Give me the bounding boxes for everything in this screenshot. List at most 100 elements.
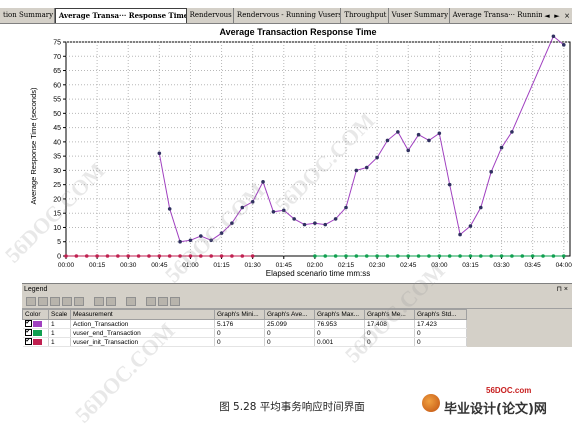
tab-navigation: ◄ ► ×: [542, 8, 572, 23]
data-point-action-transaction: [313, 221, 317, 225]
data-point-vuser-end-transaction: [354, 254, 359, 258]
data-point-action-transaction: [261, 180, 265, 184]
toolbar-hide-icon[interactable]: [106, 297, 116, 306]
data-point-action-transaction: [302, 222, 307, 227]
series-color-swatch: [32, 320, 42, 327]
toolbar-show-icon[interactable]: [94, 297, 104, 306]
tab-rendezvous[interactable]: Rendervous: [186, 8, 234, 23]
data-point-action-transaction: [427, 138, 431, 143]
toolbar-print-icon[interactable]: [170, 297, 180, 306]
y-tick-label: 40: [53, 139, 61, 146]
logo-text: 毕业设计(论文)网: [444, 402, 547, 417]
x-tick-label: 00:15: [89, 262, 106, 269]
data-point-vuser-end-transaction: [323, 254, 328, 258]
data-point-action-transaction: [551, 34, 556, 39]
series-visibility-checkbox[interactable]: ✔: [24, 329, 32, 337]
x-tick-label: 01:15: [213, 262, 230, 269]
tab-vuser-summary[interactable]: Vuser Summary: [388, 8, 450, 23]
tab-throughput[interactable]: Throughput: [341, 8, 389, 23]
data-point-action-transaction: [354, 168, 359, 173]
data-point-vuser-init-transaction: [116, 254, 120, 258]
legend-header: Legend ⊓ ×: [22, 284, 572, 295]
column-header[interactable]: Color: [22, 309, 49, 320]
chart-title: Average Transaction Response Time: [219, 27, 376, 37]
column-header[interactable]: Graph's Mini...: [214, 309, 265, 320]
data-point-action-transaction: [230, 221, 234, 225]
toolbar-sort-icon[interactable]: [62, 297, 72, 306]
avg-cell: 0: [264, 337, 315, 347]
median-cell: 0: [364, 328, 415, 338]
data-point-vuser-end-transaction: [437, 254, 442, 258]
avg-cell: 25.099: [264, 319, 315, 329]
toolbar-filter-icon[interactable]: [74, 297, 84, 306]
data-point-vuser-init-transaction: [157, 254, 162, 258]
data-point-action-transaction: [333, 217, 338, 221]
x-tick-label: 00:00: [58, 262, 75, 269]
figure-caption: 图 5.28 平均事务响应时间界面: [219, 401, 365, 413]
tab-next-icon[interactable]: ►: [554, 12, 560, 20]
data-point-vuser-end-transaction: [396, 254, 400, 258]
y-tick-label: 75: [53, 40, 61, 47]
tab-transaction-summary[interactable]: tion Summary: [0, 8, 55, 23]
response-time-chart: Average Transaction Response Time 0 5 10 15…: [29, 27, 572, 278]
data-point-vuser-init-transaction: [250, 254, 255, 258]
x-tick-label: 00:30: [120, 262, 137, 269]
graph-panel: Average Transaction Response Time 0 5 10 15…: [22, 24, 572, 282]
legend-panel: Legend ⊓ × Color Scale Measurement Graph…: [22, 283, 572, 387]
data-point-vuser-init-transaction: [230, 254, 234, 258]
column-header[interactable]: Scale: [48, 309, 71, 320]
max-cell: 0.001: [314, 337, 365, 347]
scale-cell: 1: [48, 337, 71, 347]
data-point-vuser-init-transaction: [188, 254, 193, 258]
y-tick-label: 65: [53, 68, 61, 75]
legend-pin-icon[interactable]: ⊓ ×: [556, 286, 569, 293]
tab-prev-icon[interactable]: ◄: [544, 12, 550, 20]
toolbar-export-icon[interactable]: [158, 297, 168, 306]
data-point-vuser-end-transaction: [479, 254, 483, 258]
data-point-vuser-init-transaction: [240, 254, 245, 258]
toolbar-copy-icon[interactable]: [146, 297, 156, 306]
y-tick-label: 15: [53, 211, 61, 218]
toolbar-color-icon[interactable]: [126, 297, 136, 306]
y-tick-label: 45: [53, 125, 61, 132]
data-point-action-transaction: [188, 238, 193, 243]
data-point-action-transaction: [561, 43, 566, 47]
legend-row[interactable]: ✔ 1 vuser_init_Transaction 0 0 0.001 0 0: [22, 337, 467, 347]
scale-cell: 1: [48, 328, 71, 338]
data-point-vuser-init-transaction: [199, 254, 203, 258]
column-header[interactable]: Graph's Std...: [414, 309, 467, 320]
legend-header-row: Color Scale Measurement Graph's Mini... …: [22, 309, 467, 320]
data-point-vuser-init-transaction: [147, 254, 151, 258]
data-point-action-transaction: [292, 217, 296, 221]
toolbar-scale-icon[interactable]: [38, 297, 48, 306]
data-point-vuser-end-transaction: [333, 254, 338, 258]
site-logo: 56DOC.com 毕业设计(论文)网: [416, 386, 576, 422]
data-point-vuser-end-transaction: [416, 254, 421, 258]
column-header[interactable]: Measurement: [70, 309, 215, 320]
data-point-vuser-end-transaction: [520, 254, 525, 258]
tab-average-transaction-response-time[interactable]: Average Transa··· Response Time: [54, 8, 187, 23]
y-tick-label: 60: [53, 82, 61, 89]
y-tick-label: 70: [53, 54, 61, 61]
legend-row[interactable]: ✔ 1 Action_Transaction 5.176 25.099 76.9…: [22, 319, 467, 329]
toolbar-configure-icon[interactable]: [26, 297, 36, 306]
data-point-action-transaction: [209, 238, 213, 243]
data-point-vuser-end-transaction: [499, 254, 504, 258]
data-point-vuser-end-transaction: [489, 254, 493, 258]
max-cell: 0: [314, 328, 365, 338]
data-point-action-transaction: [250, 199, 255, 204]
data-point-action-transaction: [468, 224, 473, 228]
series-visibility-checkbox[interactable]: ✔: [24, 320, 32, 328]
data-point-action-transaction: [489, 170, 493, 174]
data-point-action-transaction: [437, 131, 442, 136]
column-header[interactable]: Graph's Max...: [314, 309, 365, 320]
column-header[interactable]: Graph's Me...: [364, 309, 415, 320]
y-tick-label: 25: [53, 182, 61, 189]
measurement-cell: vuser_init_Transaction: [70, 337, 215, 347]
legend-row[interactable]: ✔ 1 vuser_end_Transaction 0 0 0 0 0: [22, 328, 467, 338]
toolbar-columns-icon[interactable]: [50, 297, 60, 306]
tab-close-icon[interactable]: ×: [564, 12, 570, 20]
column-header[interactable]: Graph's Ave...: [264, 309, 315, 320]
series-visibility-checkbox[interactable]: ✔: [24, 338, 32, 346]
tab-rendezvous-running-vusers[interactable]: Rendervous - Running Vusers: [233, 8, 342, 23]
